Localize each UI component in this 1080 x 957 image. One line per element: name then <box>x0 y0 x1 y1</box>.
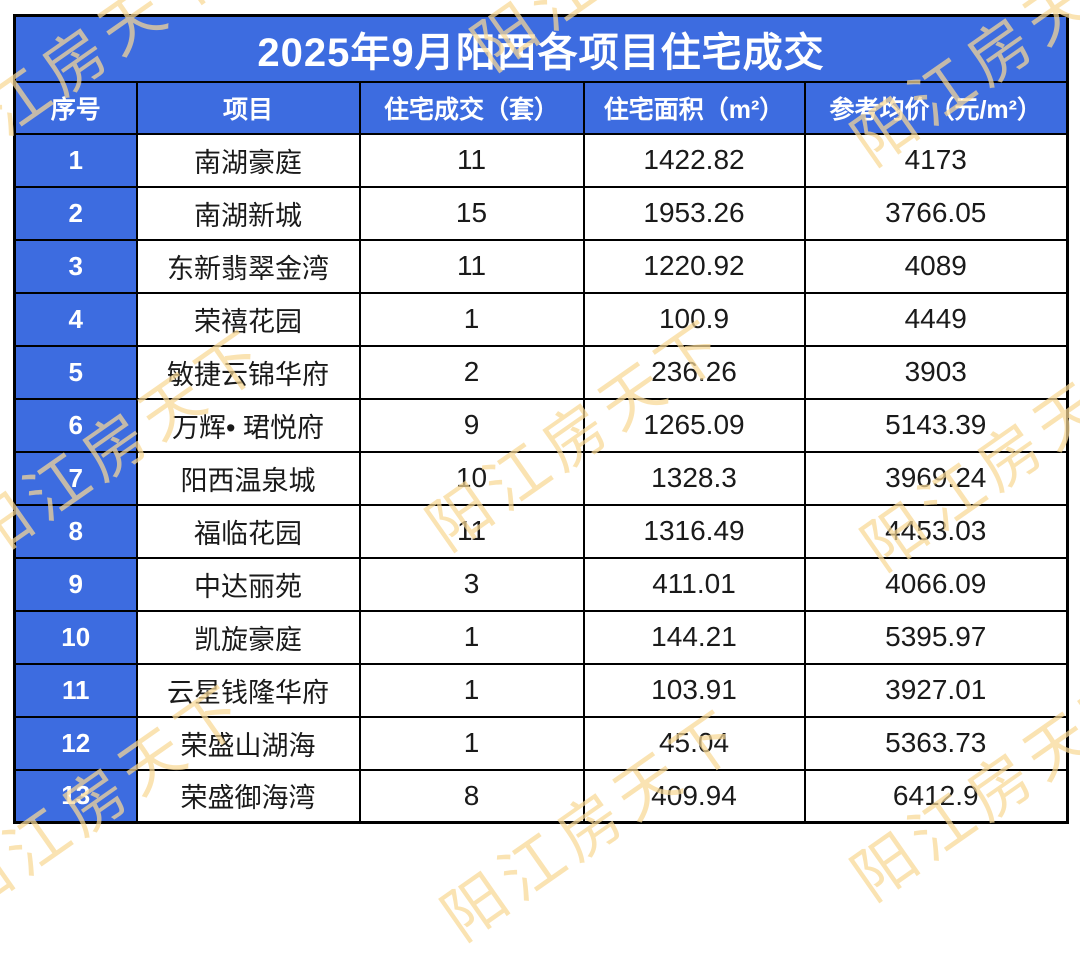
table-row: 10 凯旋豪庭 1 144.21 5395.97 <box>13 609 1069 665</box>
row-index-cell: 12 <box>13 715 138 771</box>
table-cell: 南湖新城 <box>135 185 361 241</box>
table-cell: 3969.24 <box>803 450 1069 506</box>
table-cell: 6412.9 <box>803 768 1069 824</box>
table-cell: 1220.92 <box>582 238 806 294</box>
table-row: 8 福临花园 11 1316.49 4453.03 <box>13 503 1069 559</box>
row-index-cell: 1 <box>13 132 138 188</box>
table-body: 1 南湖豪庭 11 1422.82 4173 2 南湖新城 15 1953.26 3766.05 3… <box>13 132 1069 824</box>
table-row: 4 荣禧花园 1 100.9 4449 <box>13 291 1069 347</box>
table-row: 12 荣盛山湖海 1 45.04 5363.73 <box>13 715 1069 771</box>
row-index-cell: 3 <box>13 238 138 294</box>
table-title-row: 2025年9月阳西各项目住宅成交 <box>13 14 1069 83</box>
row-index-cell: 8 <box>13 503 138 559</box>
table-cell: 荣禧花园 <box>135 291 361 347</box>
table-cell: 144.21 <box>582 609 806 665</box>
table-cell: 中达丽苑 <box>135 556 361 612</box>
table-cell: 5363.73 <box>803 715 1069 771</box>
row-index-cell: 2 <box>13 185 138 241</box>
table-cell: 1265.09 <box>582 397 806 453</box>
row-index-cell: 10 <box>13 609 138 665</box>
table-row: 13 荣盛御海湾 8 409.94 6412.9 <box>13 768 1069 824</box>
column-header-2: 住宅成交（套） <box>358 80 585 135</box>
table-row: 11 云星钱隆华府 1 103.91 3927.01 <box>13 662 1069 718</box>
table-cell: 1 <box>358 291 585 347</box>
table-cell: 15 <box>358 185 585 241</box>
column-header-4: 参考均价（元/m²） <box>803 80 1069 135</box>
table-row: 7 阳西温泉城 10 1328.3 3969.24 <box>13 450 1069 506</box>
column-header-0: 序号 <box>13 80 138 135</box>
row-index-cell: 11 <box>13 662 138 718</box>
row-index-cell: 4 <box>13 291 138 347</box>
table-cell: 11 <box>358 503 585 559</box>
table-row: 6 万辉• 珺悦府 9 1265.09 5143.39 <box>13 397 1069 453</box>
table-cell: 3 <box>358 556 585 612</box>
row-index-cell: 5 <box>13 344 138 400</box>
table-cell: 2 <box>358 344 585 400</box>
housing-sales-table: 2025年9月阳西各项目住宅成交 序号 项目 住宅成交（套） 住宅面积（m²） 参考均价… <box>13 14 1069 824</box>
row-index-cell: 13 <box>13 768 138 824</box>
table-cell: 8 <box>358 768 585 824</box>
table-cell: 9 <box>358 397 585 453</box>
table-cell: 45.04 <box>582 715 806 771</box>
table-row: 3 东新翡翠金湾 11 1220.92 4089 <box>13 238 1069 294</box>
row-index-cell: 9 <box>13 556 138 612</box>
table-cell: 东新翡翠金湾 <box>135 238 361 294</box>
table-cell: 万辉• 珺悦府 <box>135 397 361 453</box>
table-cell: 409.94 <box>582 768 806 824</box>
table-cell: 11 <box>358 132 585 188</box>
table-cell: 4453.03 <box>803 503 1069 559</box>
table-cell: 4089 <box>803 238 1069 294</box>
table-title: 2025年9月阳西各项目住宅成交 <box>13 14 1069 83</box>
table-cell: 3766.05 <box>803 185 1069 241</box>
row-index-cell: 6 <box>13 397 138 453</box>
table-cell: 凯旋豪庭 <box>135 609 361 665</box>
table-cell: 4449 <box>803 291 1069 347</box>
table-cell: 阳西温泉城 <box>135 450 361 506</box>
table-cell: 1 <box>358 662 585 718</box>
table-cell: 3903 <box>803 344 1069 400</box>
table-cell: 敏捷云锦华府 <box>135 344 361 400</box>
table-header-row: 序号 项目 住宅成交（套） 住宅面积（m²） 参考均价（元/m²） <box>13 80 1069 135</box>
table-cell: 1953.26 <box>582 185 806 241</box>
table-row: 1 南湖豪庭 11 1422.82 4173 <box>13 132 1069 188</box>
table-cell: 411.01 <box>582 556 806 612</box>
table-cell: 1316.49 <box>582 503 806 559</box>
table-cell: 1 <box>358 715 585 771</box>
table-row: 5 敏捷云锦华府 2 236.26 3903 <box>13 344 1069 400</box>
table-cell: 荣盛御海湾 <box>135 768 361 824</box>
column-header-3: 住宅面积（m²） <box>582 80 806 135</box>
table-cell: 云星钱隆华府 <box>135 662 361 718</box>
table-cell: 1328.3 <box>582 450 806 506</box>
table-cell: 荣盛山湖海 <box>135 715 361 771</box>
table-cell: 4066.09 <box>803 556 1069 612</box>
table-cell: 福临花园 <box>135 503 361 559</box>
table-cell: 100.9 <box>582 291 806 347</box>
table-cell: 103.91 <box>582 662 806 718</box>
column-header-1: 项目 <box>135 80 361 135</box>
table-row: 2 南湖新城 15 1953.26 3766.05 <box>13 185 1069 241</box>
table-cell: 南湖豪庭 <box>135 132 361 188</box>
table-cell: 10 <box>358 450 585 506</box>
table-cell: 11 <box>358 238 585 294</box>
table-cell: 5143.39 <box>803 397 1069 453</box>
table-cell: 1 <box>358 609 585 665</box>
table-row: 9 中达丽苑 3 411.01 4066.09 <box>13 556 1069 612</box>
row-index-cell: 7 <box>13 450 138 506</box>
table-cell: 236.26 <box>582 344 806 400</box>
table-cell: 3927.01 <box>803 662 1069 718</box>
table-cell: 5395.97 <box>803 609 1069 665</box>
table-cell: 4173 <box>803 132 1069 188</box>
table-cell: 1422.82 <box>582 132 806 188</box>
